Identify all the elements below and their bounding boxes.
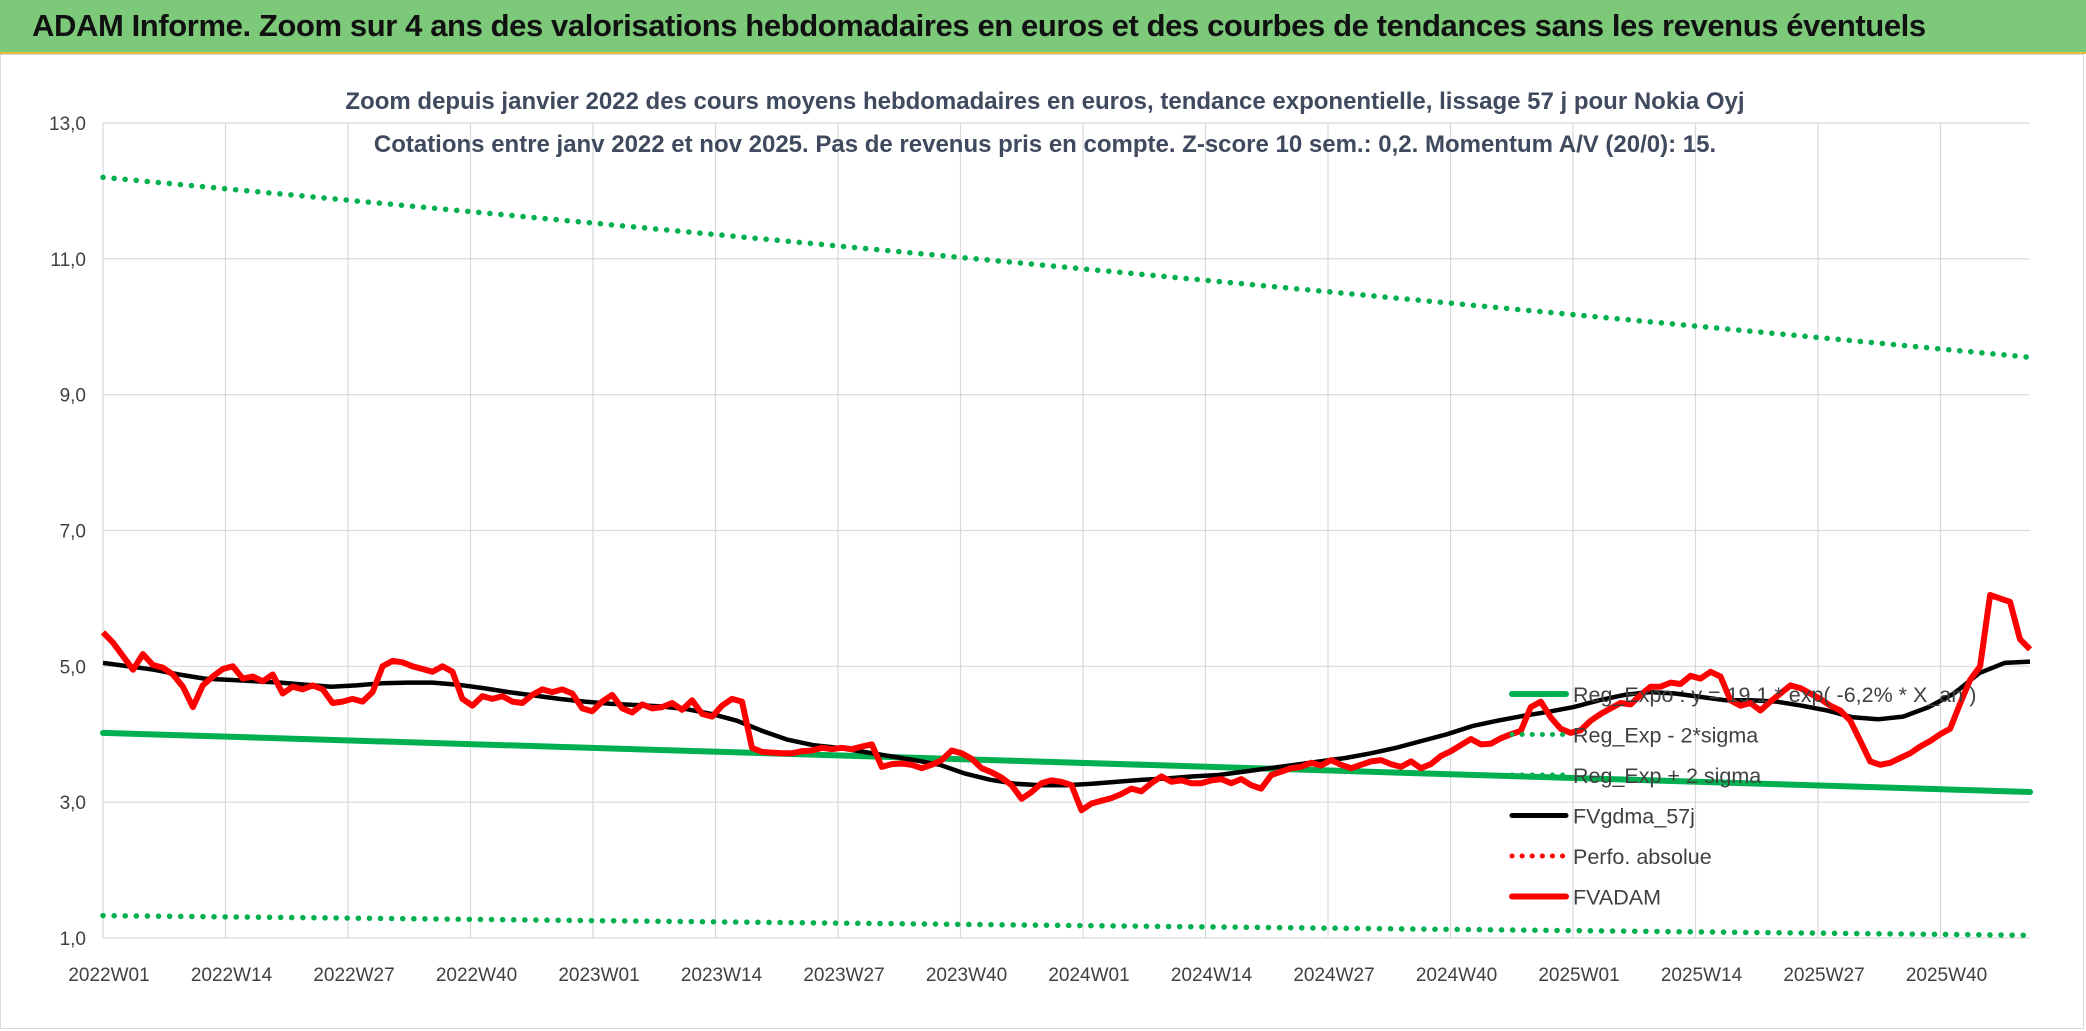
- x-tick-label: 2023W40: [926, 965, 1007, 986]
- x-tick-label: 2022W14: [191, 965, 273, 986]
- legend-entry: FVgdma_57j: [1573, 805, 1695, 829]
- series-line-reg-exp-plus-2sigma: [100, 174, 2033, 361]
- x-tick-label: 2025W40: [1906, 965, 1987, 986]
- y-tick-label: 5,0: [60, 657, 86, 678]
- x-tick-label: 2024W40: [1416, 965, 1497, 986]
- legend-entry: Reg_Exp - 2*sigma: [1573, 724, 1758, 748]
- legend: Reg_Expo : y = 19,1 * exp( -6,2% * X_an …: [1509, 683, 1976, 910]
- x-tick-label: 2025W14: [1661, 965, 1743, 986]
- legend-entry: Reg_Exp + 2 sigma: [1573, 764, 1761, 788]
- x-tick-label: 2024W14: [1171, 965, 1253, 986]
- y-tick-label: 9,0: [60, 386, 86, 407]
- page-title: ADAM Informe. Zoom sur 4 ans des valoris…: [32, 8, 1926, 43]
- y-tick-label: 3,0: [60, 793, 86, 814]
- legend-entry: FVADAM: [1573, 886, 1661, 910]
- chart-grid: [102, 122, 2030, 939]
- x-tick-label: 2022W01: [68, 965, 149, 986]
- x-tick-label: 2023W01: [558, 965, 639, 986]
- series-layer: [100, 174, 2033, 939]
- x-tick-label: 2025W01: [1538, 965, 1619, 986]
- x-tick-label: 2022W40: [436, 965, 517, 986]
- y-tick-label: 11,0: [50, 250, 86, 271]
- chart-frame: [0, 54, 2084, 1029]
- header-banner: ADAM Informe. Zoom sur 4 ans des valoris…: [0, 0, 2086, 54]
- chart-subtitle: Cotations entre janv 2022 et nov 2025. P…: [374, 131, 1716, 158]
- series-line-reg-exp-minus-2sigma: [100, 912, 2033, 939]
- series-line-fvadam: [100, 592, 2033, 814]
- x-tick-label: 2024W01: [1048, 965, 1129, 986]
- x-tick-label: 2022W27: [313, 965, 394, 986]
- series-line-reg-expo: [100, 729, 2033, 795]
- x-tick-label: 2023W14: [681, 965, 763, 986]
- legend-entry: Reg_Expo : y = 19,1 * exp( -6,2% * X_an …: [1573, 683, 1976, 707]
- x-tick-label: 2024W27: [1293, 965, 1374, 986]
- x-axis: 2022W01 2022W14 2022W27 2022W40 2023W01 2023W…: [68, 965, 1987, 986]
- chart-title: Zoom depuis janvier 2022 des cours moyen…: [345, 88, 1744, 115]
- y-tick-label: 7,0: [60, 522, 86, 543]
- x-tick-label: 2023W27: [803, 965, 884, 986]
- y-tick-label: 13,0: [49, 114, 86, 135]
- x-tick-label: 2025W27: [1783, 965, 1864, 986]
- y-tick-label: 1,0: [60, 929, 86, 950]
- legend-entry: Perfo. absolue: [1573, 845, 1712, 869]
- y-axis: 1,0 3,0 5,0 7,0 9,0 11,0 13,0: [49, 114, 86, 950]
